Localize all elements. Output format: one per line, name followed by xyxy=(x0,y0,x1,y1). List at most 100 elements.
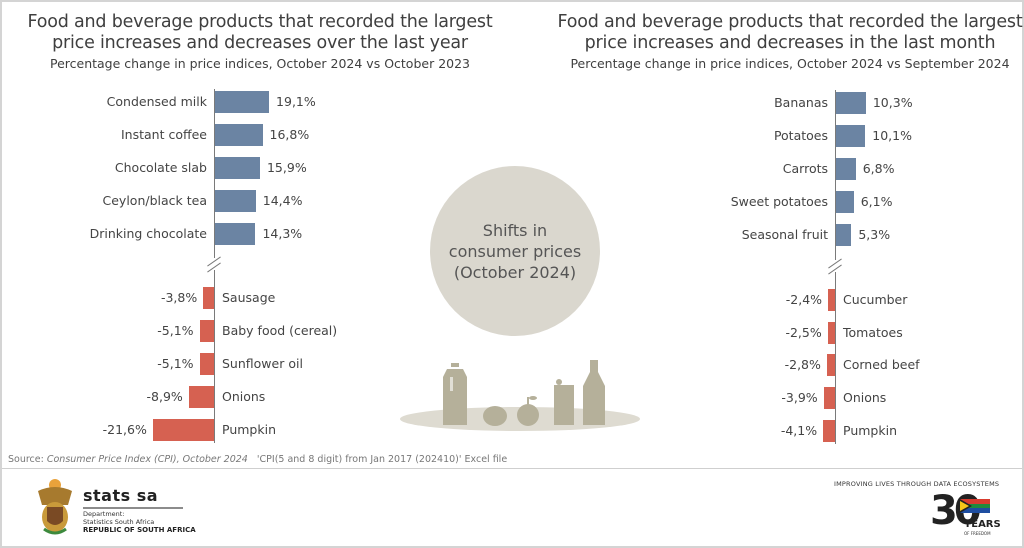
value-label: -2,4% xyxy=(785,292,823,307)
category-label: Chocolate slab xyxy=(114,160,207,175)
tagline: IMPROVING LIVES THROUGH DATA ECOSYSTEMS xyxy=(834,480,1000,488)
category-label: Baby food (cereal) xyxy=(222,323,338,338)
decrease-bar xyxy=(199,353,214,375)
source-note: Source: Consumer Price Index (CPI), Octo… xyxy=(8,454,507,465)
anniversary-years: YEARS xyxy=(964,519,1001,530)
value-label: 6,8% xyxy=(862,161,895,176)
left-chart-subtitle: Percentage change in price indices, Octo… xyxy=(49,56,471,71)
axis-line xyxy=(835,90,836,260)
decrease-bar xyxy=(826,354,835,376)
category-label: Sausage xyxy=(222,290,276,305)
category-label: Onions xyxy=(222,389,266,404)
category-label: Potatoes xyxy=(773,128,828,143)
thirty-years-logo: 30 YEARS OF FREEDOM xyxy=(930,488,1001,540)
decrease-bar xyxy=(199,320,214,342)
decrease-bar xyxy=(823,420,835,442)
increase-bar xyxy=(215,124,263,146)
left-chart-title: Food and beverage products that recorded… xyxy=(20,12,500,54)
value-label: -3,9% xyxy=(781,390,818,405)
axis-line xyxy=(214,270,215,443)
category-label: Bananas xyxy=(774,95,828,110)
source-prefix: Source: xyxy=(8,454,47,465)
dept-line3: REPUBLIC OF SOUTH AFRICA xyxy=(83,526,196,534)
category-label: Corned beef xyxy=(843,357,920,372)
value-label: 15,9% xyxy=(266,160,307,175)
decrease-bar xyxy=(828,289,835,311)
value-label: -5,1% xyxy=(157,323,194,338)
decrease-bar xyxy=(827,322,835,344)
value-label: -8,9% xyxy=(146,389,183,404)
category-label: Ceylon/black tea xyxy=(102,193,207,208)
increase-bar xyxy=(215,223,256,245)
anniversary-sub: OF FREEDOM xyxy=(964,531,991,536)
decrease-bar xyxy=(823,387,835,409)
value-label: 6,1% xyxy=(860,194,893,209)
value-label: 14,4% xyxy=(262,193,303,208)
increase-bar xyxy=(215,157,260,179)
value-label: 10,3% xyxy=(872,95,913,110)
value-label: -21,6% xyxy=(102,422,147,437)
left-title-line1: Food and beverage products that recorded… xyxy=(27,12,493,32)
can-icon xyxy=(554,379,574,425)
category-label: Sweet potatoes xyxy=(730,194,828,209)
increase-bar xyxy=(215,91,270,113)
increase-bar xyxy=(836,224,852,246)
increase-bar xyxy=(836,92,866,114)
category-label: Carrots xyxy=(782,161,828,176)
decrease-bar xyxy=(152,419,214,441)
category-label: Drinking chocolate xyxy=(89,226,207,241)
logo-underline xyxy=(83,507,183,509)
value-label: 16,8% xyxy=(269,127,310,142)
category-label: Condensed milk xyxy=(106,94,207,109)
source-file: 'CPI(5 and 8 digit) from Jan 2017 (20241… xyxy=(256,454,508,465)
value-label: 5,3% xyxy=(858,227,891,242)
center-circle: Shifts in consumer prices (October 2024) xyxy=(430,166,600,336)
decrease-bar xyxy=(188,386,214,408)
right-chart-subtitle: Percentage change in price indices, Octo… xyxy=(570,56,1010,71)
stats-sa-logo: stats sa Department: Statistics South Af… xyxy=(83,487,196,534)
value-label: -4,1% xyxy=(780,423,818,438)
axis-line xyxy=(214,89,215,258)
right-title-line2: price increases and decreases in the las… xyxy=(584,33,996,53)
center-line3: (October 2024) xyxy=(453,262,577,282)
bottle-icon xyxy=(583,360,605,425)
coat-of-arms-icon xyxy=(38,479,72,535)
category-label: Instant coffee xyxy=(121,127,207,142)
increase-bar xyxy=(836,158,856,180)
center-line2: consumer prices xyxy=(448,241,582,261)
footer-divider xyxy=(2,468,1022,469)
left-title-line2: price increases and decreases over the l… xyxy=(52,33,468,53)
increase-bar xyxy=(215,190,256,212)
grocery-items-illustration xyxy=(400,360,640,431)
center-line1: Shifts in xyxy=(482,220,548,240)
decrease-bar xyxy=(203,287,214,309)
category-label: Pumpkin xyxy=(222,422,276,437)
increase-bar xyxy=(836,125,866,147)
category-label: Sunflower oil xyxy=(222,356,303,371)
category-label: Pumpkin xyxy=(843,423,897,438)
value-label: -3,8% xyxy=(160,290,198,305)
value-label: 19,1% xyxy=(276,94,316,109)
dept-line1: Department: xyxy=(83,510,125,518)
category-label: Onions xyxy=(843,390,887,405)
milk-jug-icon xyxy=(443,363,467,425)
apple-icon xyxy=(517,396,539,426)
category-label: Seasonal fruit xyxy=(741,227,828,242)
value-label: -2,8% xyxy=(784,357,821,372)
value-label: 10,1% xyxy=(872,128,912,143)
tomato-icon xyxy=(483,406,507,426)
value-label: 14,3% xyxy=(262,226,303,241)
right-title-line1: Food and beverage products that recorded… xyxy=(557,12,1023,32)
value-label: -2,5% xyxy=(785,325,822,340)
dept-line2: Statistics South Africa xyxy=(83,517,155,526)
axis-line xyxy=(835,272,836,444)
right-chart-title: Food and beverage products that recorded… xyxy=(540,12,1024,54)
sa-flag-icon xyxy=(960,499,990,513)
category-label: Cucumber xyxy=(843,292,908,307)
category-label: Tomatoes xyxy=(843,325,903,340)
increase-bar xyxy=(836,191,854,213)
logo-name: stats sa xyxy=(83,486,159,505)
source-publication: Consumer Price Index (CPI), October 2024 xyxy=(46,454,248,465)
value-label: -5,1% xyxy=(157,356,194,371)
